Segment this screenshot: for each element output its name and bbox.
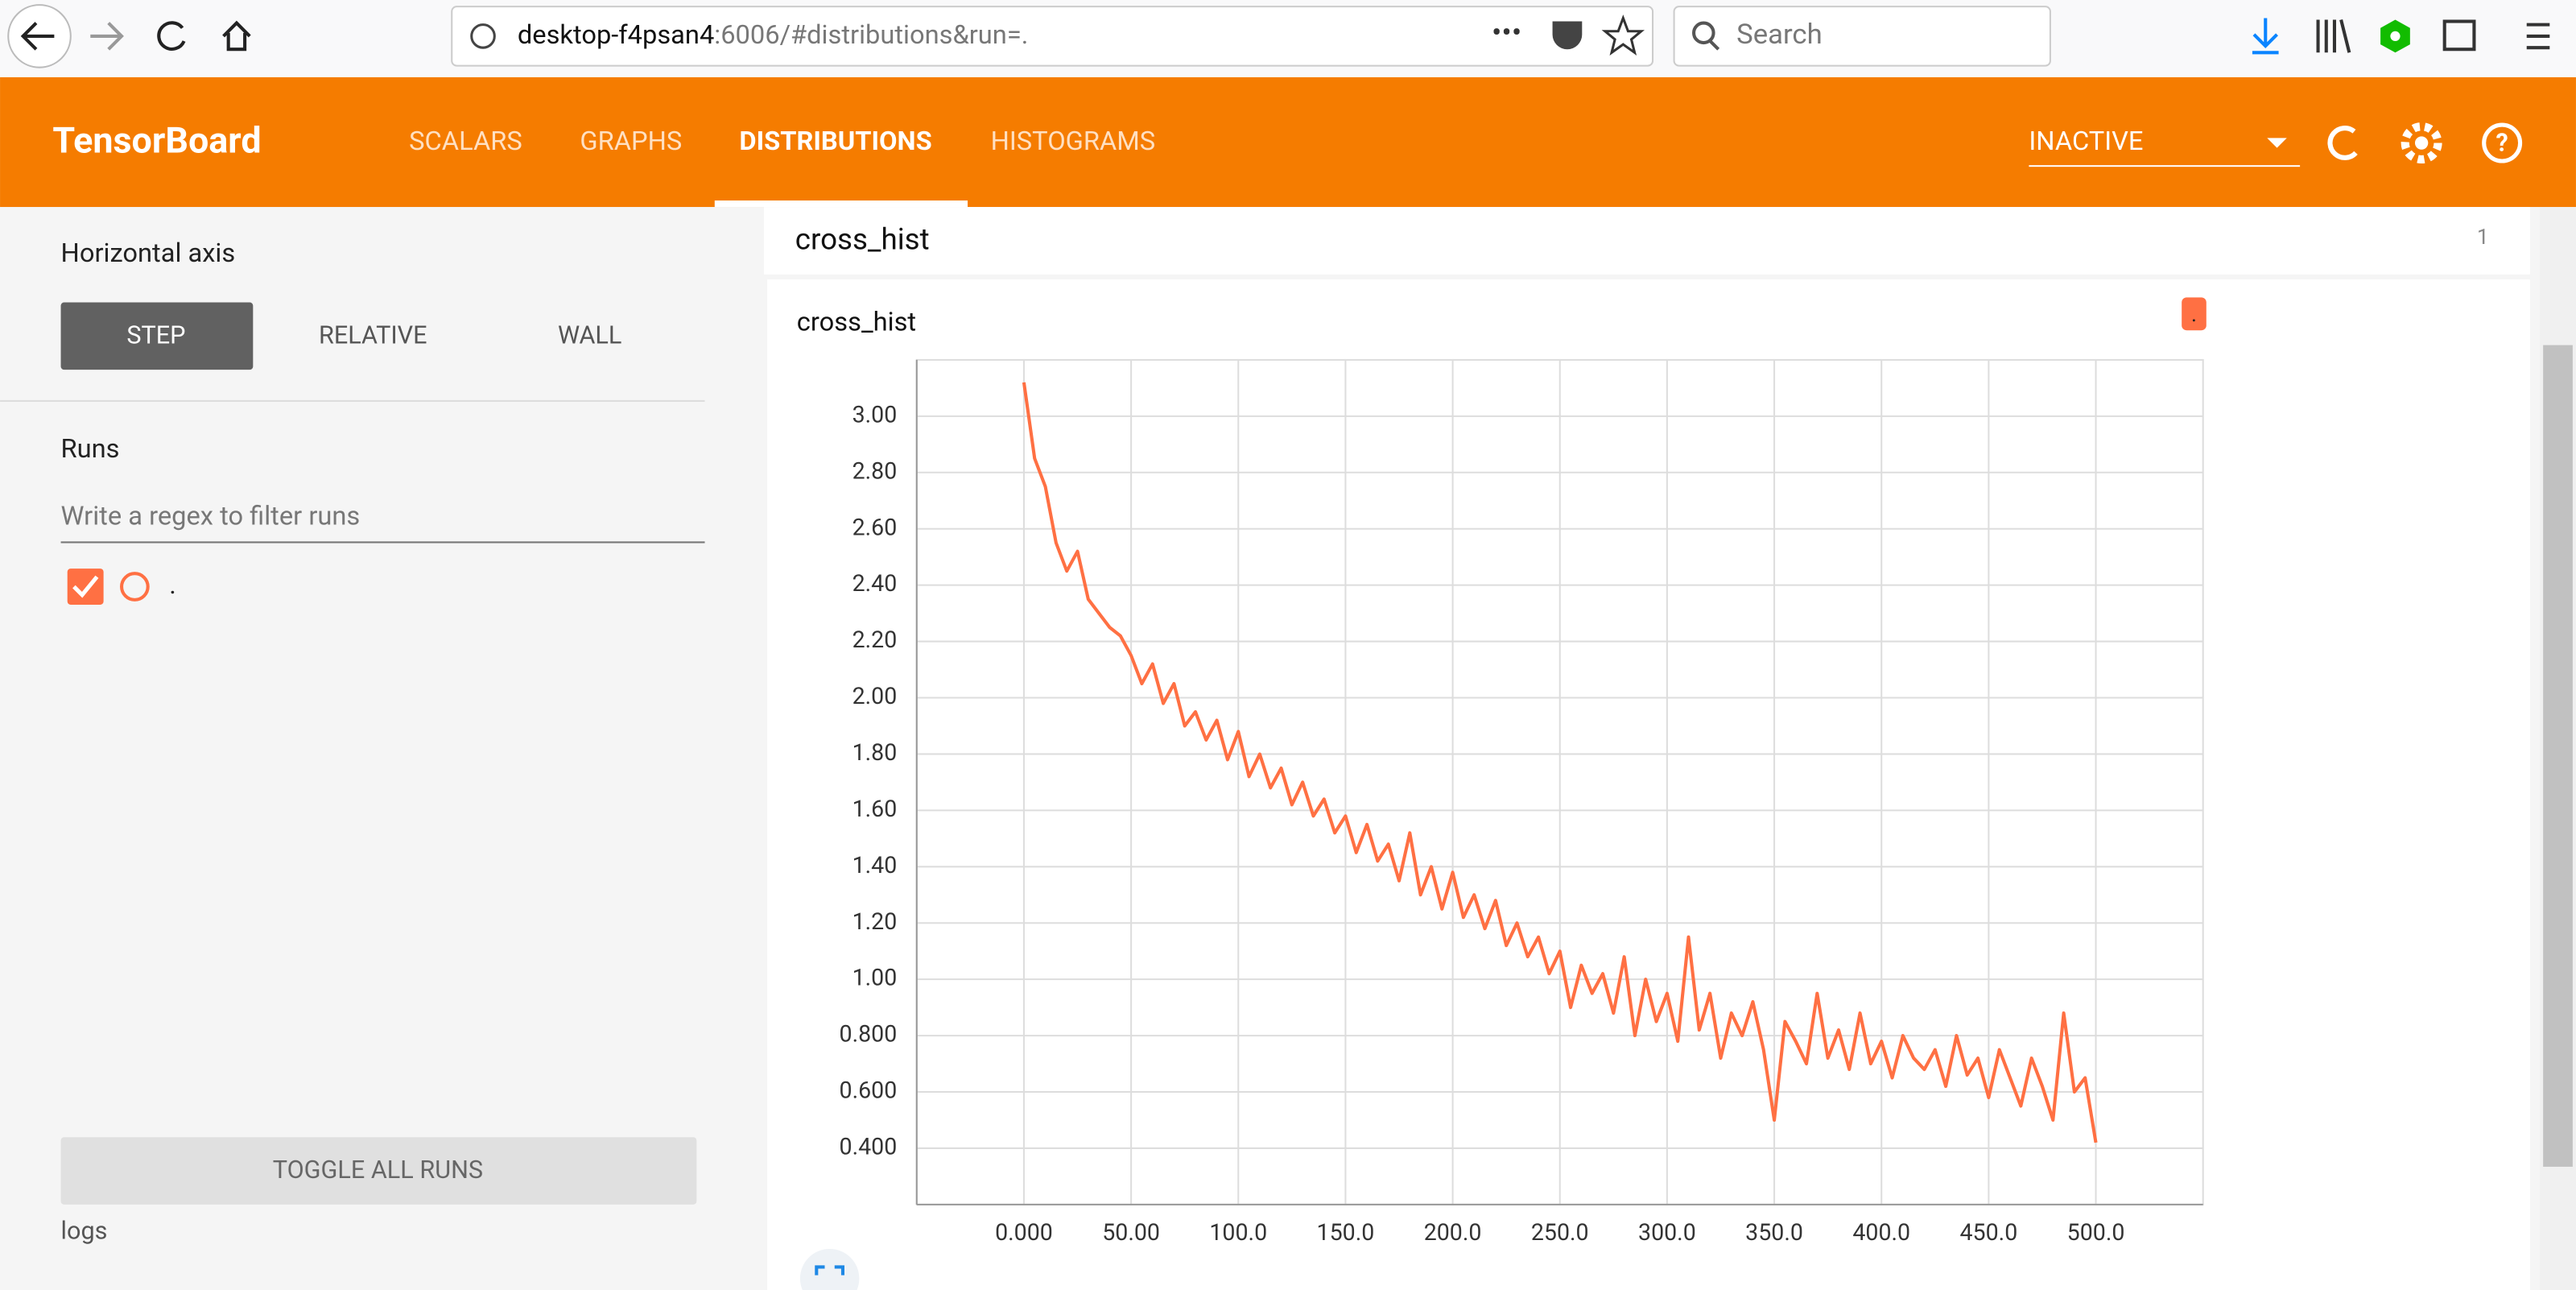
run-tag — [2182, 297, 2207, 331]
url: desktop-f4psan4:6006/#distributions&run=… — [518, 19, 1028, 50]
app-header — [0, 76, 2576, 208]
y-tick-label: 1.40 — [852, 851, 898, 879]
menu-icon[interactable] — [2526, 23, 2550, 50]
x-tick-label: 50.00 — [1102, 1218, 1160, 1246]
search-icon — [1692, 21, 1715, 45]
check-mark — [72, 575, 99, 598]
logdir: logs — [61, 1218, 108, 1246]
app-title: TensorBoard — [52, 118, 261, 161]
tab-active[interactable]: DISTRIBUTIONS — [739, 126, 931, 156]
reload-data-button[interactable] — [2327, 126, 2358, 160]
tab[interactable]: GRAPHS — [580, 126, 682, 156]
help-button[interactable] — [2482, 122, 2523, 163]
url-path: :6006/#distributions&run=. — [714, 19, 1028, 50]
info-icon[interactable] — [470, 23, 496, 49]
tab-indicator — [714, 200, 968, 208]
expand-button[interactable] — [799, 1248, 860, 1290]
card-title: cross_hist — [795, 222, 930, 257]
expand-icon — [815, 1265, 844, 1276]
reload-button[interactable] — [157, 21, 186, 51]
pocket-icon[interactable] — [1552, 21, 1583, 50]
status-dropdown[interactable]: INACTIVE — [2029, 126, 2143, 156]
back-icon — [20, 22, 55, 51]
y-tick-label: 0.600 — [840, 1077, 898, 1104]
axis-option[interactable]: WALL — [558, 321, 621, 349]
x-tick-label: 350.0 — [1745, 1218, 1803, 1246]
run-radio[interactable] — [120, 572, 150, 602]
y-tick-label: 2.40 — [852, 569, 898, 597]
search-box[interactable] — [1673, 6, 2051, 67]
run-tag-label: . — [2191, 302, 2197, 327]
run-checkbox[interactable] — [67, 569, 104, 606]
y-tick-label: 2.60 — [852, 513, 898, 540]
y-tick-label: 1.60 — [852, 795, 898, 822]
url-bar[interactable] — [451, 6, 1654, 67]
y-tick-label: 2.20 — [852, 626, 898, 653]
y-tick-label: 0.800 — [840, 1020, 898, 1048]
axis-option-label: STEP — [126, 321, 185, 349]
data-line — [1022, 382, 2098, 1143]
y-tick-label: 1.80 — [852, 738, 898, 766]
url-host: desktop-f4psan4 — [518, 19, 714, 50]
y-tick-label: 0.400 — [840, 1132, 898, 1160]
section-label: Runs — [61, 433, 120, 464]
more-icon[interactable]: ••• — [1492, 15, 1521, 50]
downloads-icon[interactable] — [2252, 18, 2279, 55]
section-label: Horizontal axis — [61, 238, 236, 268]
x-tick-label: 450.0 — [1960, 1218, 2018, 1246]
settings-center — [2414, 136, 2429, 150]
search-placeholder: Search — [1736, 19, 1823, 51]
tab[interactable]: SCALARS — [409, 126, 522, 156]
x-tick-label: 300.0 — [1638, 1218, 1696, 1246]
home-button[interactable] — [222, 20, 251, 52]
card-header — [763, 207, 2530, 275]
axis-option[interactable]: RELATIVE — [319, 321, 427, 349]
chart-card — [767, 279, 2530, 1290]
sidebar-icon[interactable] — [2442, 19, 2476, 52]
y-tick-label: 2.80 — [852, 457, 898, 484]
y-tick-label: 1.20 — [852, 908, 898, 935]
bookmark-icon[interactable] — [1601, 14, 1645, 56]
settings-button[interactable] — [2401, 122, 2442, 164]
run-name: . — [169, 569, 176, 600]
toggle-button[interactable] — [60, 1137, 697, 1205]
x-tick-label: 500.0 — [2067, 1218, 2125, 1246]
extension-eye — [2390, 31, 2401, 42]
x-tick-label: 150.0 — [1317, 1218, 1375, 1246]
plot: 0.400 0.600 0.800 1.00 1.20 1.40 1.60 1.80 2.00 2… — [840, 358, 2204, 1246]
x-tick-label: 250.0 — [1531, 1218, 1589, 1246]
tab[interactable]: HISTOGRAMS — [991, 126, 1156, 156]
y-tick-label: 3.00 — [852, 400, 898, 428]
x-tick-label: 100.0 — [1209, 1218, 1267, 1246]
axis-option-selected[interactable] — [60, 302, 254, 370]
x-tick-label: 200.0 — [1424, 1218, 1482, 1246]
dropdown-arrow — [2267, 138, 2287, 148]
y-tick-label: 2.00 — [852, 682, 898, 709]
sidebar — [0, 207, 764, 1290]
x-tick-label: 400.0 — [1852, 1218, 1910, 1246]
filter-input[interactable]: Write a regex to filter runs — [61, 500, 361, 531]
card-count: 1 — [2477, 225, 2489, 250]
forward-button[interactable] — [90, 22, 124, 51]
chart-title: cross_hist — [797, 307, 916, 337]
scrollbar-thumb[interactable] — [2543, 345, 2573, 1167]
toggle-label: TOGGLE ALL RUNS — [273, 1156, 483, 1185]
search-icon-handle — [1709, 39, 1720, 51]
x-tick-label: 0.000 — [995, 1218, 1053, 1246]
help-glyph: ? — [2496, 130, 2508, 158]
y-tick-label: 1.00 — [852, 964, 898, 991]
library-icon[interactable] — [2316, 19, 2351, 53]
